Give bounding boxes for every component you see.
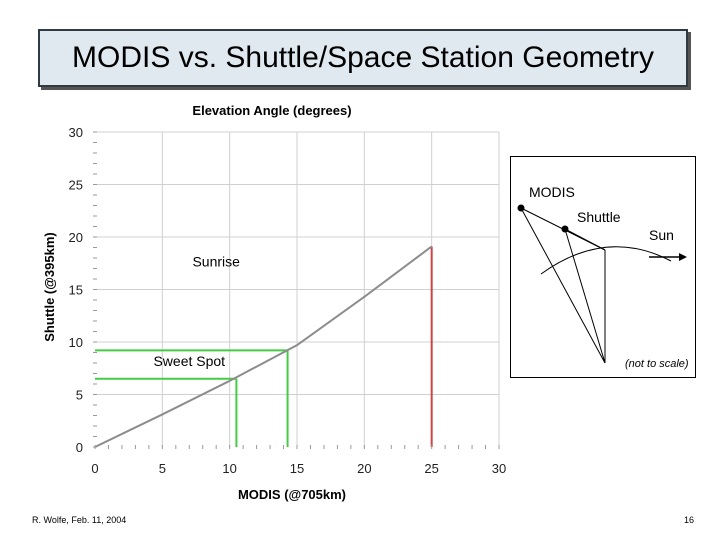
earth-limb-arc <box>540 246 672 275</box>
x-tick-label: 25 <box>424 461 438 476</box>
series <box>94 245 433 448</box>
inset-label-modis: MODIS <box>529 184 575 200</box>
x-tick-label: 30 <box>492 461 506 476</box>
y-axis-label: Shuttle (@395km) <box>42 232 57 341</box>
y-tick-label: 5 <box>76 388 83 403</box>
annotation-label: Sunrise <box>192 253 240 269</box>
series-line <box>94 245 433 448</box>
x-tick-label: 10 <box>222 461 236 476</box>
guide-lines <box>95 246 433 447</box>
grid <box>95 131 500 447</box>
page-number: 16 <box>684 515 695 525</box>
x-tick-label: 15 <box>290 461 304 476</box>
y-tick-label: 0 <box>76 440 83 455</box>
annotations: Sunrise Sweet Spot <box>153 253 240 369</box>
x-tick-label: 0 <box>91 461 98 476</box>
x-axis-label: MODIS (@705km) <box>238 487 346 502</box>
inset-label-sun: Sun <box>649 227 674 243</box>
slide-title: MODIS vs. Shuttle/Space Station Geometry <box>72 41 654 74</box>
y-tick-label: 20 <box>69 230 83 245</box>
y-tick-label: 10 <box>69 335 83 350</box>
y-tick-label: 25 <box>69 178 83 193</box>
geometry-diagram <box>517 204 687 364</box>
title-banner: MODIS vs. Shuttle/Space Station Geometry <box>38 29 688 87</box>
sun-arrow-head-icon <box>679 253 687 261</box>
inset-note: (not to scale) <box>625 358 689 370</box>
x-tick-label: 20 <box>357 461 371 476</box>
geometry-inset: MODIS Shuttle Sun (not to scale) <box>510 156 696 378</box>
shuttle-sun-line <box>564 228 606 251</box>
axis-ticks: 0 5 10 15 20 25 30 0 5 10 15 20 25 30 <box>69 125 507 476</box>
chart-title: Elevation Angle (degrees) <box>192 103 351 118</box>
annotation-label: Sweet Spot <box>153 353 225 369</box>
x-tick-label: 5 <box>159 461 166 476</box>
modis-ray <box>520 207 606 364</box>
shuttle-ray <box>564 228 606 364</box>
inset-label-shuttle: Shuttle <box>577 209 621 225</box>
y-tick-label: 30 <box>69 125 83 140</box>
footer-author: R. Wolfe, Feb. 11, 2004 <box>32 515 127 525</box>
y-tick-label: 15 <box>69 283 83 298</box>
